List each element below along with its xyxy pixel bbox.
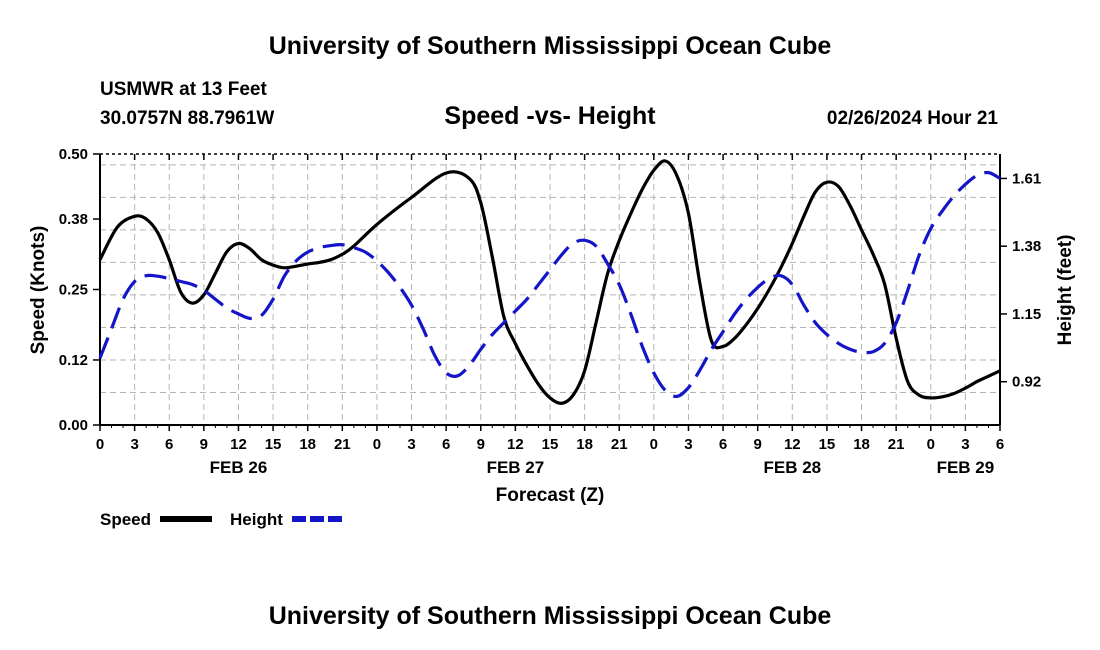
day-label: FEB 27 [487, 458, 545, 477]
x-tick-label: 6 [442, 436, 450, 453]
y2-axis-label: Height (feet) [1055, 235, 1076, 346]
x-tick-label: 0 [927, 436, 935, 453]
legend-label-speed: Speed [100, 510, 151, 529]
chart-title: Speed -vs- Height [444, 102, 656, 130]
page-title: University of Southern Mississippi Ocean… [269, 32, 832, 60]
day-label: FEB 26 [210, 458, 268, 477]
x-tick-label: 15 [542, 436, 559, 453]
x-tick-label: 3 [130, 436, 138, 453]
legend: Speed Height [100, 510, 342, 529]
x-tick-label: 12 [507, 436, 524, 453]
x-tick-label: 12 [784, 436, 801, 453]
y-tick-label: 0.12 [59, 352, 88, 369]
x-tick-label: 21 [611, 436, 628, 453]
x-tick-label: 0 [373, 436, 381, 453]
series-line-height [98, 170, 1001, 399]
x-tick-label: 0 [96, 436, 104, 453]
x-tick-label: 9 [477, 436, 485, 453]
y2-tick-label: 1.38 [1012, 238, 1041, 255]
series-line-speed [98, 159, 1001, 405]
x-tick-label: 6 [165, 436, 173, 453]
y-tick-label: 0.50 [59, 146, 88, 163]
grid [100, 154, 1000, 425]
x-tick-label: 3 [407, 436, 415, 453]
x-tick-label: 18 [853, 436, 870, 453]
x-tick-label: 21 [888, 436, 905, 453]
forecast-datetime: 02/26/2024 Hour 21 [827, 108, 999, 129]
day-label: FEB 29 [937, 458, 995, 477]
station-coordinates: 30.0757N 88.7961W [100, 108, 274, 129]
x-tick-label: 6 [719, 436, 727, 453]
station-label: USMWR at 13 Feet [100, 79, 267, 100]
x-tick-label: 15 [265, 436, 282, 453]
x-tick-label: 0 [650, 436, 658, 453]
y2-tick-label: 1.61 [1012, 170, 1041, 187]
y-tick-label: 0.38 [59, 211, 88, 228]
x-tick-label: 15 [819, 436, 836, 453]
x-tick-label: 9 [754, 436, 762, 453]
legend-label-height: Height [230, 510, 283, 529]
x-tick-label: 21 [334, 436, 351, 453]
day-label: FEB 28 [763, 458, 821, 477]
x-tick-label: 3 [684, 436, 692, 453]
series-lines [98, 159, 1001, 405]
axes: 0 3 6 9 12 15 18 21 0 3 6 9 12 15 18 21 0 3 6 9 12 15 18 21 0 3 6F… [59, 146, 1041, 477]
x-tick-label: 3 [961, 436, 969, 453]
x-axis-label: Forecast (Z) [496, 485, 605, 506]
y2-tick-label: 0.92 [1012, 374, 1041, 391]
page-title-bottom: University of Southern Mississippi Ocean… [269, 602, 832, 630]
y2-tick-label: 1.15 [1012, 306, 1041, 323]
x-tick-label: 9 [200, 436, 208, 453]
x-tick-label: 18 [576, 436, 593, 453]
x-tick-label: 6 [996, 436, 1004, 453]
y-tick-label: 0.25 [59, 282, 88, 299]
y-tick-label: 0.00 [59, 417, 88, 434]
y-axis-label: Speed (Knots) [28, 226, 49, 355]
x-tick-label: 12 [230, 436, 247, 453]
x-tick-label: 18 [299, 436, 316, 453]
